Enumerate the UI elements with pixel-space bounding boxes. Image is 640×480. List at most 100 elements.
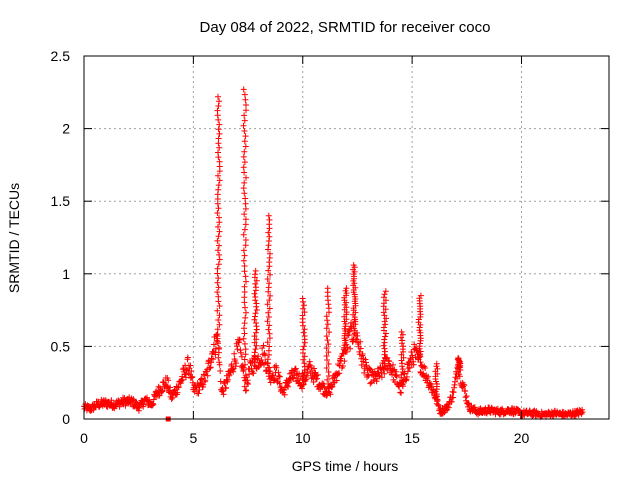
- data-point: [243, 278, 249, 285]
- data-point: [175, 384, 182, 391]
- data-point: [399, 331, 406, 338]
- data-point: [216, 144, 223, 151]
- data-point: [241, 211, 248, 218]
- x-axis-label: GPS time / hours: [292, 458, 399, 474]
- data-point: [324, 321, 331, 328]
- data-point: [399, 366, 406, 373]
- data-point: [216, 214, 222, 221]
- data-point: [300, 356, 307, 363]
- data-point: [264, 276, 271, 282]
- data-point: [456, 373, 463, 380]
- data-point: [300, 373, 307, 380]
- data-point: [450, 394, 457, 401]
- data-point: [188, 368, 195, 374]
- data-point: [411, 341, 418, 348]
- data-point: [242, 96, 249, 103]
- data-point: [253, 329, 259, 336]
- data-point: [216, 361, 223, 368]
- data-point: [325, 361, 332, 367]
- data-point: [264, 301, 271, 308]
- data-point: [252, 267, 259, 274]
- data-point: [410, 361, 417, 368]
- data-point: [242, 351, 249, 358]
- data-point: [253, 336, 260, 343]
- data-point: [301, 363, 308, 370]
- data-point: [267, 250, 273, 257]
- data-point: [380, 342, 387, 349]
- data-point: [292, 365, 299, 372]
- data-point: [380, 357, 387, 364]
- data-point: [187, 362, 194, 369]
- data-point: [213, 332, 220, 338]
- y-tick-label: 1: [62, 266, 70, 282]
- data-point: [253, 320, 259, 326]
- data-point: [243, 107, 249, 114]
- data-point: [403, 373, 410, 380]
- data-point: [242, 346, 249, 353]
- data-point: [266, 280, 273, 287]
- data-point: [246, 371, 253, 378]
- data-point: [255, 353, 262, 360]
- data-point: [301, 302, 307, 309]
- data-point: [241, 138, 248, 145]
- data-point: [428, 383, 435, 390]
- data-point: [241, 169, 248, 176]
- data-point: [273, 364, 280, 371]
- data-point: [216, 344, 222, 351]
- data-point: [241, 91, 248, 98]
- data-point: [265, 309, 272, 316]
- data-point: [215, 261, 222, 268]
- data-point: [399, 337, 406, 344]
- data-point: [241, 190, 248, 197]
- data-point: [214, 210, 221, 216]
- data-point: [216, 251, 223, 258]
- data-point: [264, 356, 271, 363]
- data-point: [242, 314, 249, 321]
- data-point: [216, 228, 223, 235]
- data-point: [323, 353, 330, 359]
- data-point: [382, 288, 389, 295]
- data-point: [240, 153, 247, 160]
- data-point: [241, 252, 248, 259]
- data-point: [240, 122, 247, 129]
- data-point: [367, 380, 374, 387]
- data-point: [579, 409, 586, 416]
- data-point: [240, 86, 247, 93]
- data-point: [275, 373, 282, 379]
- data-point: [241, 112, 248, 119]
- data-point: [215, 186, 222, 193]
- data-point: [380, 324, 387, 331]
- data-point: [242, 273, 249, 280]
- data-point: [301, 333, 308, 339]
- data-point: [264, 339, 271, 346]
- data-point: [357, 345, 364, 352]
- data-point: [357, 338, 364, 345]
- data-point: [189, 373, 196, 380]
- data-point: [264, 318, 271, 325]
- data-point: [463, 393, 470, 400]
- data-point: [445, 404, 452, 411]
- data-point: [224, 376, 231, 383]
- data-point: [353, 336, 360, 343]
- data-point: [381, 291, 388, 298]
- data-point: [381, 360, 388, 367]
- data-point: [258, 357, 265, 363]
- x-tick-label: 0: [80, 430, 88, 446]
- data-point: [325, 369, 332, 375]
- data-point: [210, 356, 216, 363]
- data-point: [324, 376, 331, 383]
- data-point: [265, 212, 272, 219]
- data-point: [416, 324, 423, 331]
- data-point: [405, 360, 412, 366]
- data-point: [252, 280, 259, 287]
- data-point: [240, 366, 247, 373]
- data-point: [179, 376, 186, 383]
- data-point: [325, 341, 332, 348]
- data-point: [313, 375, 320, 382]
- data-point: [422, 365, 429, 371]
- data-point: [400, 343, 407, 350]
- data-point: [155, 383, 162, 390]
- data-point: [333, 377, 340, 384]
- data-point: [174, 389, 181, 396]
